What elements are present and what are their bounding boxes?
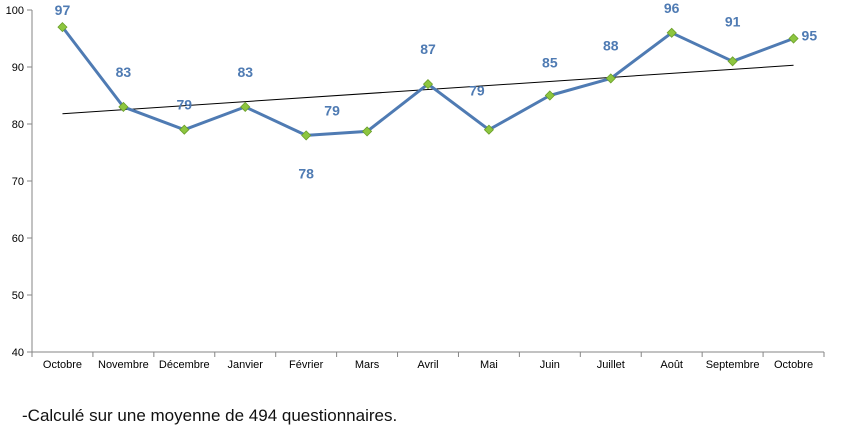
y-tick-label: 80 [12,119,24,131]
x-tick-label: Septembre [706,359,760,371]
data-label: 88 [603,37,619,53]
data-label: 83 [237,64,253,80]
x-tick-label: Juillet [597,359,625,371]
trendline [62,64,794,115]
x-tick-label: Février [289,359,324,371]
data-point [57,22,68,33]
data-label: 79 [177,97,193,113]
data-point [240,101,251,112]
data-label: 95 [802,28,818,44]
x-tick-label: Décembre [159,359,210,371]
x-tick-label: Avril [417,359,438,371]
data-label: 96 [664,0,680,16]
data-label: 79 [324,102,340,118]
data-point [118,101,129,112]
data-label: 83 [116,64,132,80]
data-point [362,126,373,137]
x-tick-label: Août [660,359,683,371]
data-point [422,79,434,90]
data-label: 91 [725,13,741,29]
y-tick-label: 70 [12,176,24,188]
x-tick-label: Janvier [227,359,263,371]
data-point [605,73,616,84]
data-label: 79 [469,83,485,99]
y-tick-label: 60 [12,233,24,245]
x-tick-label: Novembre [98,359,149,371]
data-label: 85 [542,55,558,71]
data-point [727,56,738,67]
y-tick-label: 100 [6,5,24,17]
data-point [666,27,677,38]
data-label: 87 [420,41,436,57]
x-tick-label: Juin [540,359,560,371]
y-tick-label: 50 [12,290,24,302]
y-tick-label: 40 [12,347,24,359]
data-label: 78 [298,165,314,181]
x-tick-label: Octobre [774,359,813,371]
x-tick-label: Octobre [43,359,82,371]
line-chart: 40 50 60 70 80 90 100 Octobre Novembre Décembre Ja… [6,0,825,371]
footnote: -Calculé sur une moyenne de 494 question… [22,406,398,425]
data-point [179,124,190,135]
data-label: 97 [55,2,71,18]
data-point [788,33,799,44]
data-point [301,130,312,141]
x-tick-label: Mai [480,359,498,371]
y-tick-label: 90 [12,62,24,74]
x-tick-label: Mars [355,359,380,371]
data-point [483,124,494,135]
data-point [544,90,555,101]
